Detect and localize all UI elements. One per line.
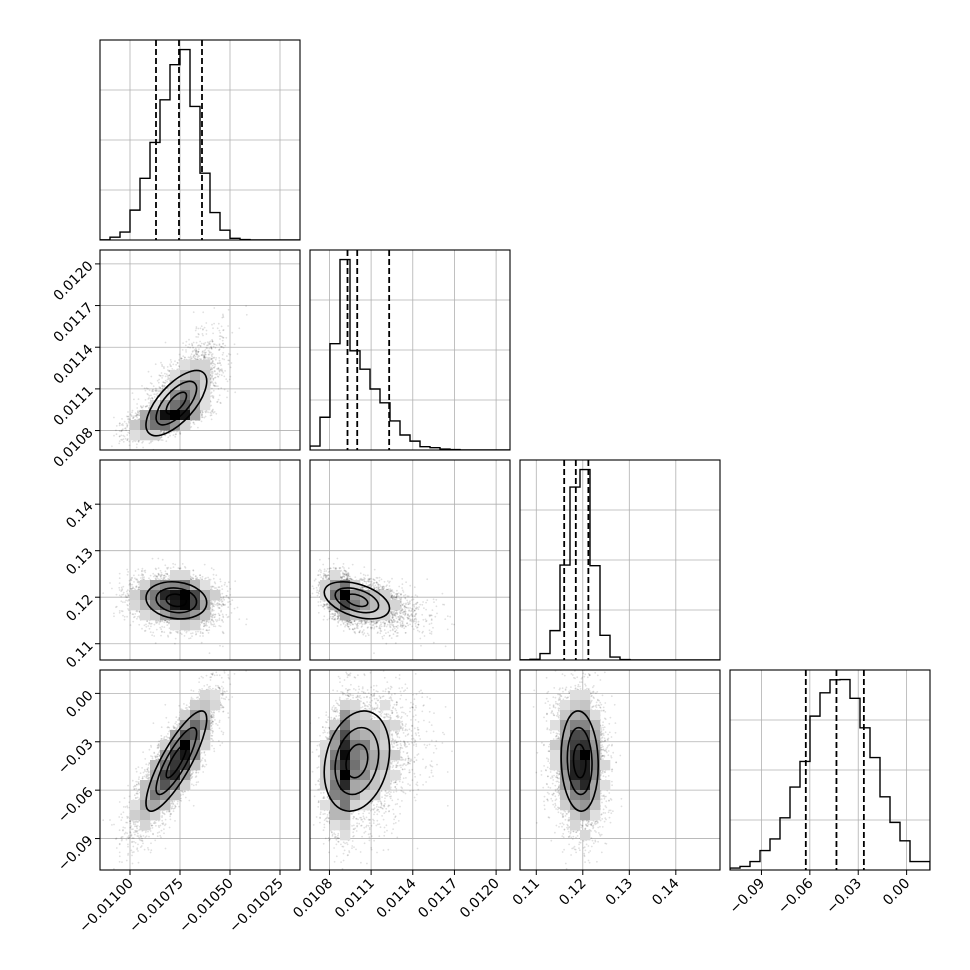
contour-2-0-2 bbox=[145, 580, 208, 620]
contour-1-0-2 bbox=[145, 369, 208, 437]
panel-3-0: −0.09−0.06−0.030.00−0.01100−0.01075−0.01… bbox=[55, 669, 301, 937]
density-cells-3-2 bbox=[550, 690, 611, 841]
xtick-label-1-1: 0.0111 bbox=[332, 876, 378, 922]
panel-frame-3-0 bbox=[99, 669, 301, 871]
panel-frame-2-0 bbox=[99, 459, 301, 661]
ytick-label-1-0: 0.0108 bbox=[51, 425, 97, 471]
panel-2-1 bbox=[309, 459, 511, 661]
ytick-label-2-1: 0.12 bbox=[63, 592, 96, 625]
histogram-2 bbox=[520, 468, 720, 660]
xtick-label-2-0: 0.11 bbox=[510, 876, 543, 909]
ytick-label-1-1: 0.0111 bbox=[51, 383, 97, 429]
contour-3-1-1 bbox=[334, 726, 380, 796]
panel-3-2: 0.11 0.12 0.13 0.14 bbox=[510, 669, 721, 909]
xtick-label-1-3: 0.0117 bbox=[415, 876, 461, 922]
panel-frame-0-0 bbox=[99, 39, 301, 241]
ytick-label-1-3: 0.0117 bbox=[51, 300, 97, 346]
ytick-label-1-2: 0.0114 bbox=[51, 342, 97, 388]
ytick-label-3-0: −0.09 bbox=[55, 833, 97, 875]
contour-1-0-0 bbox=[165, 391, 188, 415]
panel-frame-3-1 bbox=[309, 669, 511, 871]
ytick-label-3-3: 0.00 bbox=[63, 688, 96, 721]
contour-2-1-1 bbox=[334, 587, 380, 614]
contour-3-0-1 bbox=[155, 726, 198, 796]
contour-2-1-0 bbox=[345, 593, 369, 608]
panel-3-3: −0.09 −0.06 −0.03 0.00 bbox=[727, 669, 931, 918]
panel-frame-2-1 bbox=[309, 459, 511, 661]
xtick-label-2-2: 0.13 bbox=[603, 876, 636, 909]
ytick-label-2-3: 0.14 bbox=[63, 498, 96, 531]
panel-2-0: 0.11 0.12 0.13 0.14 bbox=[63, 459, 301, 671]
contour-3-2-1 bbox=[566, 726, 593, 796]
contour-2-1-2 bbox=[323, 580, 391, 620]
density-cells-3-1 bbox=[320, 700, 401, 841]
ytick-label-2-0: 0.11 bbox=[63, 638, 96, 671]
ytick-label-2-2: 0.13 bbox=[63, 545, 96, 578]
panel-frame-3-3 bbox=[729, 669, 931, 871]
density-cells-3-0 bbox=[130, 690, 221, 831]
panel-0-0 bbox=[99, 39, 301, 241]
contour-3-2-2 bbox=[560, 710, 600, 812]
ytick-label-1-4: 0.0120 bbox=[51, 258, 97, 304]
xtick-label-3-2: −0.03 bbox=[823, 876, 865, 918]
contour-3-0-2 bbox=[145, 710, 208, 812]
panel-frame-3-2 bbox=[519, 669, 721, 871]
panel-1-1 bbox=[309, 249, 511, 451]
histogram-3 bbox=[730, 678, 930, 870]
xtick-label-1-0: 0.0108 bbox=[290, 876, 336, 922]
contour-3-1-2 bbox=[323, 710, 391, 812]
contour-2-0-0 bbox=[165, 593, 188, 608]
contour-3-0-0 bbox=[165, 743, 188, 779]
xtick-label-0-3: −0.01025 bbox=[226, 876, 287, 937]
contour-3-2-0 bbox=[572, 743, 587, 779]
contour-1-0-1 bbox=[155, 380, 198, 426]
xtick-label-3-3: 0.00 bbox=[880, 876, 913, 909]
panel-frame-1-1 bbox=[309, 249, 511, 451]
xtick-label-1-2: 0.0114 bbox=[374, 875, 420, 921]
xtick-label-3-1: −0.06 bbox=[775, 875, 817, 917]
xtick-label-2-3: 0.14 bbox=[649, 875, 682, 908]
density-cells-2-1 bbox=[320, 570, 401, 621]
panel-frame-2-2 bbox=[519, 459, 721, 661]
xtick-label-1-4: 0.0120 bbox=[457, 876, 503, 922]
histogram-1 bbox=[310, 258, 510, 450]
contour-2-0-1 bbox=[155, 587, 198, 614]
contour-3-1-0 bbox=[345, 743, 369, 779]
ytick-label-3-1: −0.06 bbox=[55, 784, 97, 826]
xtick-label-2-1: 0.12 bbox=[556, 876, 589, 909]
panel-2-2 bbox=[519, 459, 721, 661]
panel-frame-1-0 bbox=[99, 249, 301, 451]
ytick-label-3-2: −0.03 bbox=[55, 736, 97, 778]
xtick-label-3-0: −0.09 bbox=[727, 876, 769, 918]
